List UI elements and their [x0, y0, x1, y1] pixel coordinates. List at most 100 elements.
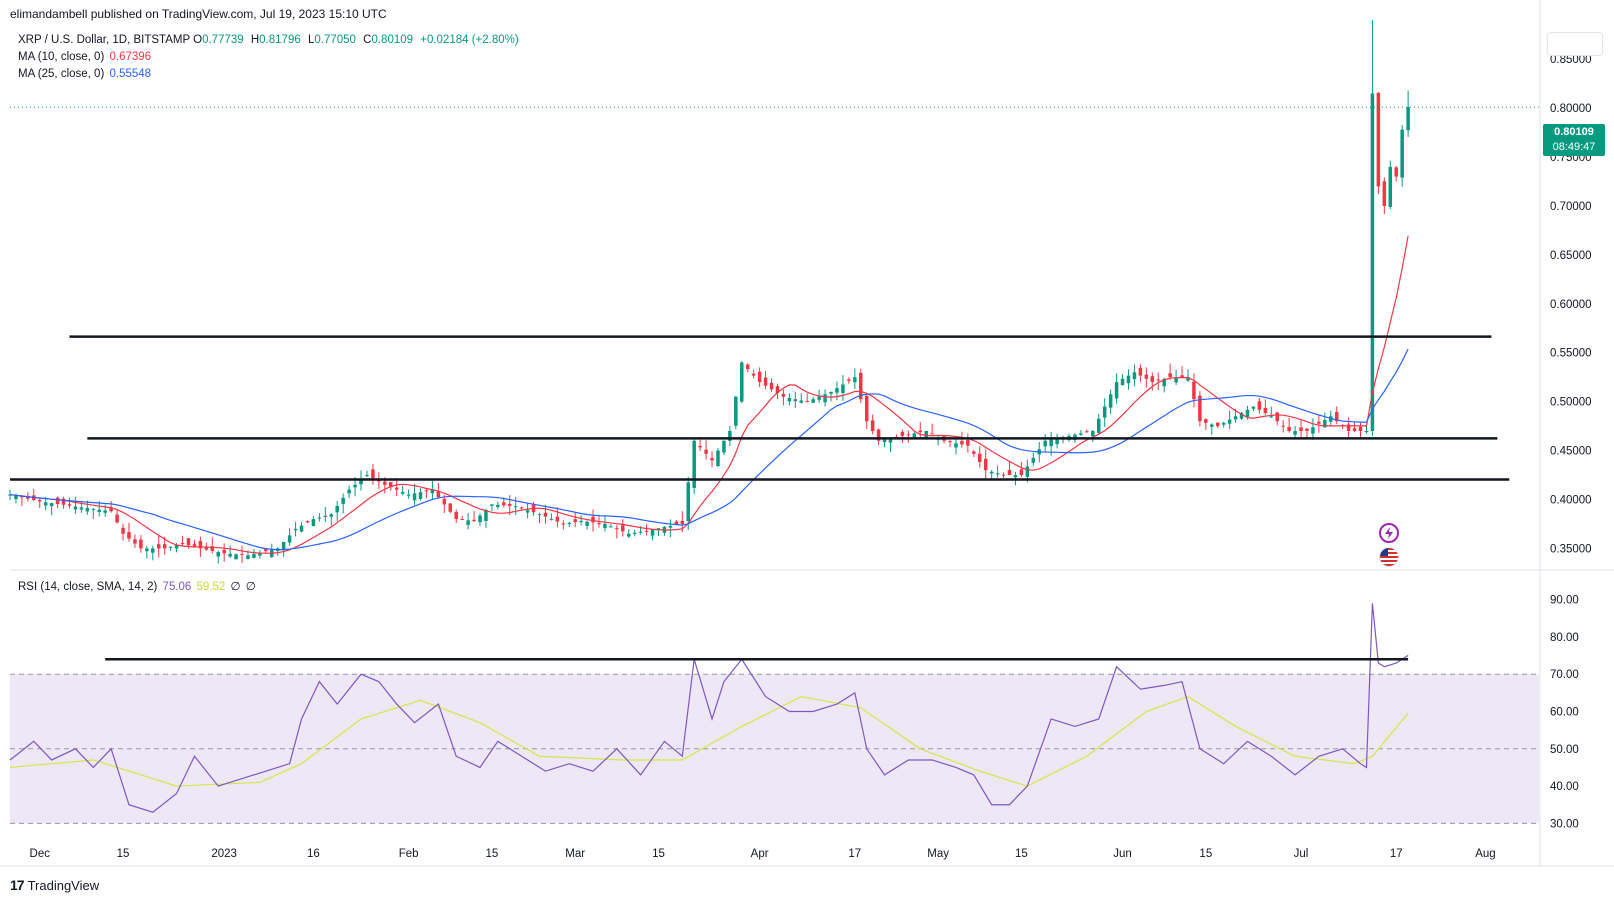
rsi-extra-1: ∅ — [230, 581, 241, 593]
candle-body — [1192, 381, 1196, 400]
close-value: 0.80109 — [371, 34, 414, 46]
candle-body — [151, 548, 155, 553]
candle-body — [1049, 439, 1053, 447]
candle-body — [1215, 422, 1220, 427]
candle-body — [186, 538, 191, 546]
rsi-tick-label: 30.00 — [1550, 818, 1579, 830]
candle-body — [543, 512, 548, 517]
candle-body — [1364, 431, 1369, 432]
candle-body — [121, 527, 125, 534]
candle-body — [1114, 382, 1119, 399]
candle-body — [740, 362, 744, 402]
candle-body — [210, 546, 215, 551]
ma10-legend[interactable]: MA (10, close, 0) 0.67396 — [18, 51, 151, 63]
candle-body — [978, 453, 982, 462]
candle-body — [686, 482, 690, 522]
candle-body — [650, 529, 655, 536]
rsi-tick-label: 60.00 — [1550, 707, 1579, 719]
candle-body — [632, 532, 637, 534]
rsi-legend[interactable]: RSI (14, close, SMA, 14, 2) 75.06 59.52 … — [18, 579, 256, 593]
candle-body — [983, 458, 988, 471]
candle-body — [728, 431, 732, 441]
lightning-event-icon[interactable] — [1379, 523, 1399, 543]
time-tick-label: May — [927, 848, 949, 860]
candle-body — [1156, 379, 1160, 381]
candle-body — [234, 554, 238, 560]
candle-body — [525, 510, 530, 513]
candle-body — [1162, 378, 1166, 387]
axis-settings-button[interactable] — [1547, 32, 1603, 56]
ma25-legend[interactable]: MA (25, close, 0) 0.55548 — [18, 68, 151, 80]
price-tick-label: 0.70000 — [1550, 201, 1592, 213]
candle-body — [591, 516, 595, 523]
candle-body — [918, 430, 923, 433]
candle-body — [519, 507, 524, 509]
change-value: +0.02184 (+2.80%) — [420, 34, 519, 46]
candle-body — [615, 528, 619, 530]
us-flag-icon[interactable] — [1379, 547, 1399, 567]
candle-body — [1323, 419, 1327, 428]
candle-body — [43, 502, 48, 506]
candle-body — [484, 509, 488, 521]
time-tick-label: 15 — [117, 848, 130, 860]
candle-body — [502, 502, 506, 506]
candle-body — [311, 519, 316, 527]
candle-body — [775, 386, 780, 394]
low-value: 0.77050 — [314, 34, 356, 46]
candle-body — [508, 503, 512, 506]
candle-body — [1085, 431, 1089, 433]
candle-body — [1287, 426, 1291, 431]
candle-body — [1180, 375, 1184, 378]
candle-body — [1382, 181, 1387, 206]
candle-body — [264, 549, 268, 552]
candle-body — [478, 515, 482, 523]
candle-body — [162, 544, 167, 549]
candle-body — [1293, 431, 1297, 435]
candle-body — [1269, 416, 1274, 418]
candle-body — [722, 440, 726, 453]
candle-body — [626, 533, 631, 537]
candle-body — [115, 514, 119, 523]
candle-body — [989, 471, 994, 474]
candle-body — [1233, 416, 1238, 420]
candle-body — [14, 495, 18, 500]
candle-body — [1329, 416, 1333, 422]
candle-body — [638, 531, 643, 533]
candle-body — [359, 479, 363, 485]
candle-body — [281, 541, 286, 550]
time-tick-label: Feb — [399, 848, 419, 860]
price-tick-label: 0.85000 — [1550, 54, 1592, 66]
candle-body — [1352, 428, 1357, 431]
tradingview-brand[interactable]: 17 TradingView — [10, 877, 99, 893]
candle-body — [680, 520, 685, 524]
candle-body — [79, 507, 84, 510]
price-tick-label: 0.55000 — [1550, 348, 1592, 360]
rsi-sma-line — [9, 695, 1409, 787]
candle-body — [579, 521, 583, 523]
candle-body — [972, 451, 976, 454]
candle-body — [329, 514, 334, 517]
candle-body — [644, 530, 649, 532]
candle-body — [1096, 418, 1101, 434]
candle-body — [1198, 395, 1202, 422]
rsi-sma-value: 59.52 — [196, 581, 226, 593]
candle-body — [781, 393, 786, 397]
candle-body — [293, 528, 298, 531]
candle-body — [1299, 427, 1303, 431]
candle-body — [168, 546, 173, 548]
candle-body — [698, 445, 702, 448]
time-tick-label: 17 — [1390, 848, 1403, 860]
candle-body — [817, 396, 821, 400]
candle-body — [597, 523, 601, 525]
candle-body — [710, 458, 714, 461]
candle-body — [240, 553, 244, 555]
candle-body — [412, 493, 417, 501]
candle-body — [841, 384, 845, 394]
candle-body — [734, 396, 738, 426]
candle-body — [1013, 475, 1018, 478]
candle-body — [317, 517, 322, 519]
candle-body — [930, 433, 934, 435]
candle-body — [704, 449, 708, 454]
symbol-legend[interactable]: XRP / U.S. Dollar, 1D, BITSTAMP O0.77739… — [18, 34, 523, 46]
